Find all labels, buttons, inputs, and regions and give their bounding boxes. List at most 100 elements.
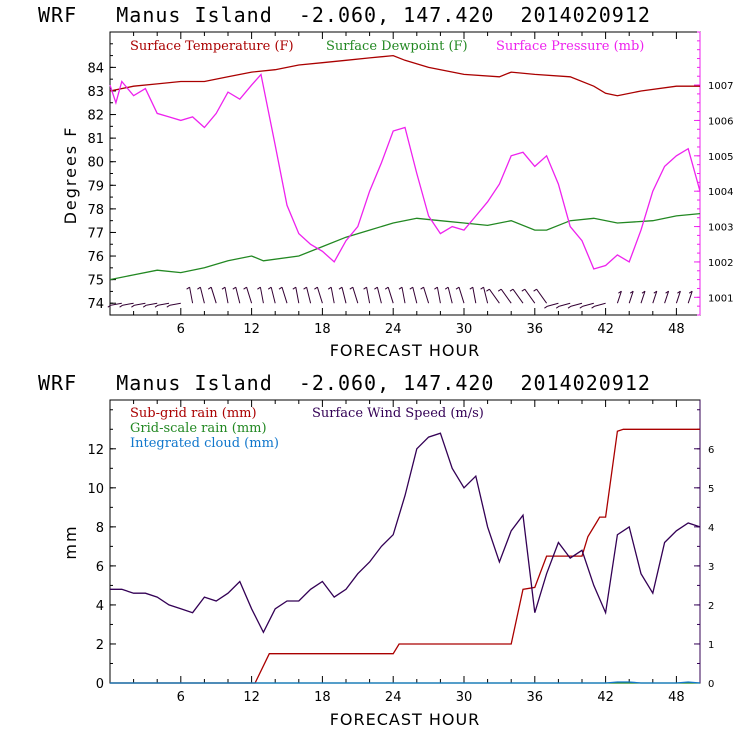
wind-barb	[500, 288, 512, 304]
wind-barb-feather	[278, 286, 283, 290]
wind-barb	[352, 287, 359, 304]
x-tick-label: 24	[385, 322, 402, 337]
y2-tick-label: 2	[708, 601, 714, 612]
wind-barb	[224, 287, 229, 304]
wind-barb	[281, 287, 288, 304]
wind-barb	[189, 287, 194, 304]
wind-barb	[199, 287, 205, 304]
wind-barb	[594, 302, 606, 307]
wind-barb	[483, 287, 489, 304]
wind-barb	[246, 287, 253, 304]
wind-barb-feather	[455, 286, 460, 290]
wind-barb-feather	[544, 305, 548, 309]
series-lines-bottom	[110, 428, 701, 684]
x-tick-label: 36	[527, 322, 544, 337]
x-tick-label: 18	[314, 690, 331, 705]
y2-tick-label: 1003	[708, 223, 733, 234]
wind-barb-feather	[629, 290, 634, 294]
wind-barb-feather	[444, 286, 449, 290]
wind-barb-feather	[267, 286, 272, 290]
wind-barb-feather	[688, 290, 693, 294]
series-line-2	[109, 73, 701, 270]
wind-barb	[675, 291, 681, 304]
wind-barb	[157, 302, 170, 306]
wind-barb-feather	[677, 290, 681, 294]
x-tick-label: 48	[668, 322, 685, 337]
wind-barb	[423, 287, 430, 304]
legend-surface-wind-speed: Surface Wind Speed (m/s)	[312, 406, 484, 421]
wind-barb-feather	[197, 286, 201, 290]
x-tick-label: 42	[597, 690, 614, 705]
wind-barb	[640, 291, 646, 304]
wind-barb-feather	[480, 286, 484, 290]
series-line-1	[110, 432, 701, 634]
wind-barb	[472, 287, 477, 304]
series-line-3	[110, 681, 701, 684]
wind-barb	[664, 291, 670, 304]
wind-barb-feather	[641, 290, 646, 294]
y-tick-label: 82	[87, 109, 104, 124]
wind-barb	[169, 302, 181, 306]
wind-barb	[295, 287, 300, 304]
legend-surface-dewpoint: Surface Dewpoint (F)	[326, 39, 468, 54]
wind-barb-feather	[142, 304, 147, 308]
x-tick-label: 12	[243, 322, 260, 337]
wind-barb	[512, 288, 524, 304]
chart-title-top: WRF Manus Island -2.060, 147.420 2014020…	[38, 3, 651, 27]
wind-barb-feather	[338, 286, 343, 290]
y-tick-label: 12	[87, 443, 104, 458]
legend-grid-scale-rain: Grid-scale rain (mm)	[130, 421, 267, 436]
legend-sub-grid-rain: Sub-grid rain (mm)	[130, 406, 257, 421]
rain-wind-chart: WRF Manus Island -2.060, 147.420 2014020…	[38, 371, 714, 729]
series-lines-top	[109, 54, 701, 281]
wind-barb	[235, 287, 241, 304]
wind-barb	[458, 287, 465, 304]
y2-tick-label: 4	[708, 523, 714, 534]
x-tick-label: 36	[527, 690, 544, 705]
wind-barb	[366, 287, 371, 304]
wind-barb	[306, 287, 312, 304]
legend-surface-temperature: Surface Temperature (F)	[130, 39, 294, 54]
wind-barb	[341, 287, 347, 304]
wind-barb	[270, 287, 276, 304]
plot-frame-top	[109, 31, 701, 316]
y2-tick-label: 0	[708, 679, 714, 690]
wind-barb-feather	[486, 288, 490, 292]
y2-tick-label: 6	[708, 445, 714, 456]
wind-barb-feather	[119, 304, 123, 308]
temperature-pressure-chart: WRF Manus Island -2.060, 147.420 2014020…	[38, 3, 733, 360]
wind-barb	[447, 287, 453, 304]
wind-barb	[687, 291, 693, 304]
wind-barb	[122, 302, 134, 306]
x-tick-label: 30	[456, 690, 473, 705]
y-tick-label: 0	[96, 677, 104, 692]
wind-barb-feather	[221, 286, 226, 290]
wind-barb	[376, 287, 382, 304]
wind-barb-feather	[257, 286, 261, 290]
wind-barb-feather	[409, 286, 414, 290]
wind-barbs	[107, 286, 693, 309]
series-line-0	[110, 428, 700, 684]
wind-barb	[436, 287, 441, 304]
y-tick-label: 79	[87, 179, 104, 194]
wind-barb-feather	[131, 304, 135, 308]
wind-barb-feather	[166, 304, 171, 308]
y2-tick-label: 1007	[708, 81, 733, 92]
wind-barb-feather	[314, 286, 318, 290]
y-tick-label: 74	[87, 297, 104, 312]
y-tick-label: 77	[87, 226, 104, 241]
y-tick-label: 76	[87, 250, 104, 265]
wind-barb-feather	[232, 286, 237, 290]
wind-barb	[412, 287, 418, 304]
y2-tick-label: 1004	[708, 187, 733, 198]
x-tick-label: 42	[597, 322, 614, 337]
wind-barb	[547, 302, 559, 307]
wind-barb	[387, 287, 394, 304]
y-tick-label: 84	[87, 61, 104, 76]
wind-barb-feather	[653, 290, 658, 294]
y2-tick-label: 1002	[708, 258, 733, 269]
chart-title-bottom: WRF Manus Island -2.060, 147.420 2014020…	[38, 371, 651, 395]
wind-barb-feather	[555, 305, 560, 309]
wind-barb-feather	[579, 305, 584, 309]
